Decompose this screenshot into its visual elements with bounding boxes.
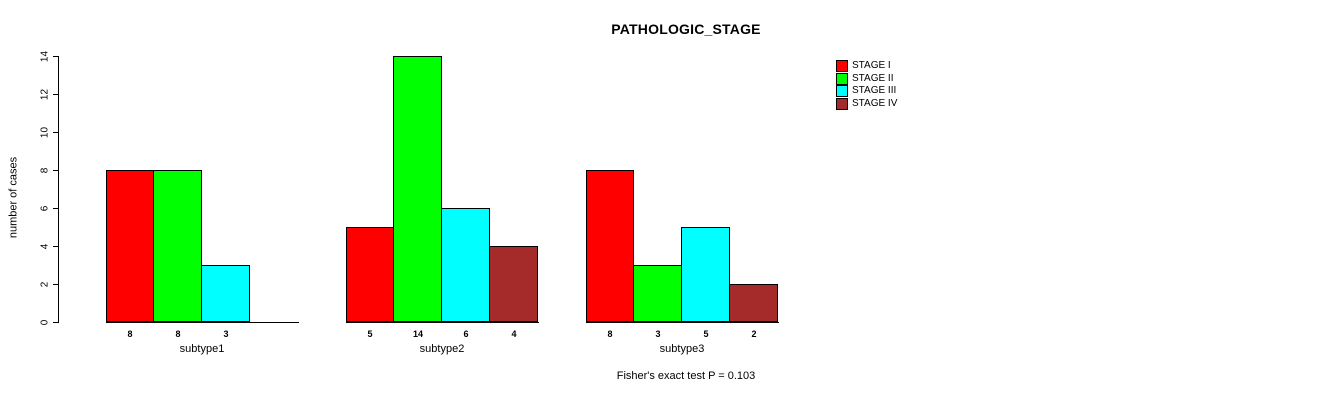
legend-swatch-icon (836, 85, 848, 98)
bar (586, 170, 634, 322)
legend-swatch-icon (836, 60, 848, 73)
x-axis-baseline (586, 322, 779, 323)
legend-label: STAGE III (852, 85, 897, 97)
legend-label: STAGE I (852, 60, 891, 72)
y-tick-mark (53, 132, 58, 133)
y-tick-label: 14 (39, 50, 51, 63)
y-tick-label: 8 (39, 167, 51, 174)
y-tick-label: 2 (39, 281, 51, 288)
group-label: subtype1 (179, 343, 225, 355)
y-tick-mark (53, 208, 58, 209)
y-axis-line (58, 56, 59, 323)
group-label: subtype3 (659, 343, 705, 355)
y-tick-label: 12 (39, 88, 51, 101)
bar-count-label: 8 (607, 329, 613, 339)
bar (729, 284, 778, 322)
legend-swatch-icon (836, 72, 848, 85)
bar-count-label: 3 (223, 329, 229, 339)
y-tick-mark (53, 56, 58, 57)
y-tick-mark (53, 94, 58, 95)
bar-count-label: 8 (175, 329, 181, 339)
legend-row: STAGE III (836, 85, 897, 98)
y-tick-mark (53, 170, 58, 171)
legend-label: STAGE IV (852, 97, 898, 109)
y-tick-label: 6 (39, 205, 51, 212)
y-tick-label: 4 (39, 243, 51, 250)
y-tick-mark (53, 246, 58, 247)
legend: STAGE I STAGE II STAGE III STAGE IV (836, 60, 897, 110)
bar (441, 208, 490, 322)
bar-count-label: 5 (367, 329, 373, 339)
bar (346, 227, 394, 322)
legend-swatch-icon (836, 97, 848, 110)
bar (106, 170, 154, 322)
legend-row: STAGE II (836, 72, 897, 86)
x-axis-baseline (346, 322, 539, 323)
group-label: subtype2 (419, 343, 465, 355)
legend-row: STAGE IV (836, 97, 898, 111)
y-tick-label: 0 (39, 319, 51, 326)
stat-annotation: Fisher's exact test P = 0.103 (616, 370, 756, 382)
bar (153, 170, 202, 322)
chart-title: PATHOLOGIC_STAGE (611, 21, 761, 37)
y-tick-label: 10 (39, 126, 51, 139)
bar-count-label: 6 (463, 329, 469, 339)
bar-count-label: 2 (751, 329, 757, 339)
x-axis-baseline (106, 322, 299, 323)
legend-label: STAGE II (852, 72, 894, 84)
bar-count-label: 3 (655, 329, 661, 339)
bar-count-label: 8 (127, 329, 133, 339)
bar (681, 227, 730, 322)
y-tick-mark (53, 284, 58, 285)
legend-row: STAGE I (836, 60, 897, 73)
y-tick-mark (53, 322, 58, 323)
bar-count-label: 4 (511, 329, 517, 339)
bar-count-label: 5 (703, 329, 709, 339)
bar (393, 56, 442, 322)
bar (201, 265, 250, 322)
bar (633, 265, 682, 322)
bar (489, 246, 538, 322)
bar-count-label: 14 (412, 329, 423, 339)
